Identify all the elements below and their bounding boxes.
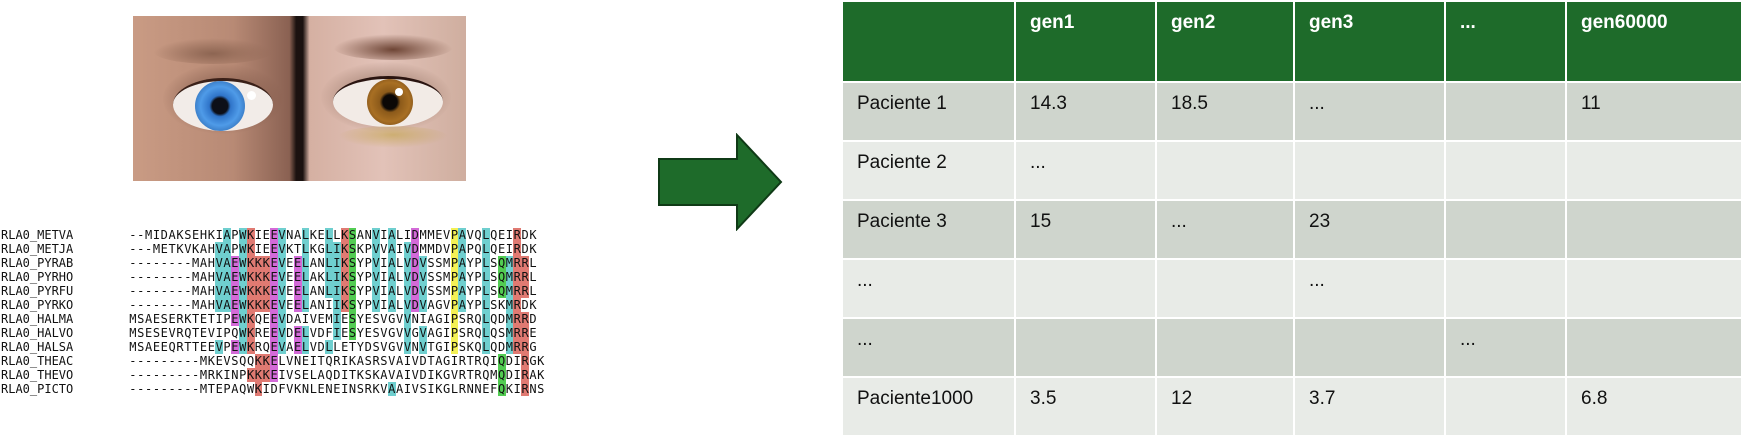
eyes-photo	[133, 16, 466, 181]
sequence-name: RLA0_HALVO	[1, 326, 74, 340]
table-cell	[1155, 140, 1295, 201]
table-cell	[1014, 317, 1157, 378]
right-eyebrow	[333, 34, 453, 60]
header-cell: ...	[1444, 0, 1567, 83]
sequence-name: RLA0_PICTO	[1, 382, 74, 396]
table-cell	[1444, 258, 1567, 319]
alignment-row: RLA0_HALMA M S A E S E R K T E T I P E W K Q E E V D A I V E M I E S Y…	[1, 312, 545, 326]
blue-eye-highlight	[247, 91, 256, 100]
table-cell: 15	[1014, 199, 1157, 260]
header-cell: gen2	[1155, 0, 1295, 83]
brown-eye	[333, 76, 443, 127]
blue-eye	[173, 78, 273, 131]
table-cell	[1444, 376, 1567, 437]
header-cell: gen1	[1014, 0, 1157, 83]
alignment-row: RLA0_PYRAB - - - - - - - - M A H V A E W K K K E V E E L A N L I K S Y…	[1, 256, 545, 270]
blue-iris	[195, 81, 245, 131]
table-cell	[1565, 258, 1743, 319]
header-cell-blank	[843, 0, 1016, 83]
sequence-name: RLA0_METJA	[1, 242, 74, 256]
under-eye-shadow	[338, 126, 448, 148]
table-row: ......	[843, 317, 1743, 378]
table-cell: 14.3	[1014, 81, 1157, 142]
table-cell: 23	[1293, 199, 1446, 260]
table-cell	[1444, 140, 1567, 201]
table-cell	[1155, 258, 1295, 319]
patient-label-cell: Paciente1000	[843, 376, 1016, 437]
table-cell: 12	[1155, 376, 1295, 437]
alignment-row: RLA0_PYRKO - - - - - - - - M A H V A E W K K K E V E E L A N I I K S Y…	[1, 298, 545, 312]
sequence-name: RLA0_PYRKO	[1, 298, 74, 312]
table-cell: ...	[1444, 317, 1567, 378]
table-row: ......	[843, 258, 1743, 319]
table-cell	[1293, 140, 1446, 201]
alignment-row: RLA0_PICTO - - - - - - - - - M T E P A Q W K I D F V K N L E N E I N S…	[1, 382, 545, 396]
patient-label-cell: Paciente 2	[843, 140, 1016, 201]
table-row: Paciente 2...	[843, 140, 1743, 201]
header-cell: gen3	[1293, 0, 1446, 83]
sequence-name: RLA0_METVA	[1, 228, 74, 242]
patient-label-cell: Paciente 3	[843, 199, 1016, 260]
table-cell: 18.5	[1155, 81, 1295, 142]
sequence-alignment: RLA0_METVA - - M I D A K S E H K I A P W K I E E V N A L K E L L K S A…	[1, 228, 545, 396]
alignment-row: RLA0_PYRHO - - - - - - - - M A H V A E W K K K E V E E L A K L I K S Y…	[1, 270, 545, 284]
table-row: Paciente 1 14.3 18.5... 11	[843, 81, 1743, 142]
gene-expression-table: gen1 gen2 gen3... gen60000 Paciente 1 14.3 18…	[843, 0, 1743, 437]
header-cell: gen60000	[1565, 0, 1743, 83]
alignment-row: RLA0_HALSA M S A E E Q R T T E E V P E W K R Q E V A E L V D L L E T Y…	[1, 340, 545, 354]
table-cell	[1293, 317, 1446, 378]
table-cell: 6.8	[1565, 376, 1743, 437]
patient-label-cell: ...	[843, 317, 1016, 378]
table-cell	[1444, 199, 1567, 260]
table-cell	[1565, 317, 1743, 378]
sequence-name: RLA0_PYRAB	[1, 256, 74, 270]
alignment-row: RLA0_THEAC - - - - - - - - - M K E V S Q Q K K E L V N E I T Q R I K A…	[1, 354, 545, 368]
table-cell: ...	[1014, 140, 1157, 201]
table-row: Paciente1000 3.5 12 3.7 6.8	[843, 376, 1743, 437]
alignment-row: RLA0_METJA - - - M E T K V K A H V A P W K I E E V K T L K G L I K S K…	[1, 242, 545, 256]
table-cell	[1155, 317, 1295, 378]
table-cell	[1565, 199, 1743, 260]
table-cell: 3.7	[1293, 376, 1446, 437]
sequence-name: RLA0_PYRHO	[1, 270, 74, 284]
sequence-name: RLA0_THEAC	[1, 354, 74, 368]
table-cell: 3.5	[1014, 376, 1157, 437]
patient-label-cell: Paciente 1	[843, 81, 1016, 142]
alignment-row: RLA0_PYRFU - - - - - - - - M A H V A E W K K K E V E E L A N L I K S Y…	[1, 284, 545, 298]
table-cell: ...	[1293, 81, 1446, 142]
sequence-name: RLA0_HALSA	[1, 340, 74, 354]
table-row: Paciente 3 15... 23	[843, 199, 1743, 260]
alignment-row: RLA0_METVA - - M I D A K S E H K I A P W K I E E V N A L K E L L K S A…	[1, 228, 545, 242]
right-arrow-icon	[658, 133, 783, 231]
table-cell: 11	[1565, 81, 1743, 142]
sequence-name: RLA0_PYRFU	[1, 284, 74, 298]
table-cell	[1565, 140, 1743, 201]
table-cell: ...	[1293, 258, 1446, 319]
brown-iris	[367, 79, 413, 125]
left-eyebrow	[153, 38, 273, 64]
table-header-row: gen1 gen2 gen3... gen60000	[843, 0, 1743, 83]
brown-eye-highlight	[395, 88, 403, 96]
table-cell	[1444, 81, 1567, 142]
table-cell: ...	[1155, 199, 1295, 260]
table-cell	[1014, 258, 1157, 319]
alignment-row: RLA0_HALVO M S E S E V R Q T E V I P Q W K R E E V D E L V D F I E S Y…	[1, 326, 545, 340]
patient-label-cell: ...	[843, 258, 1016, 319]
sequence-name: RLA0_THEVO	[1, 368, 74, 382]
alignment-row: RLA0_THEVO - - - - - - - - - M R K I N P K K K E I V S E L A Q D I T K…	[1, 368, 545, 382]
sequence-name: RLA0_HALMA	[1, 312, 74, 326]
